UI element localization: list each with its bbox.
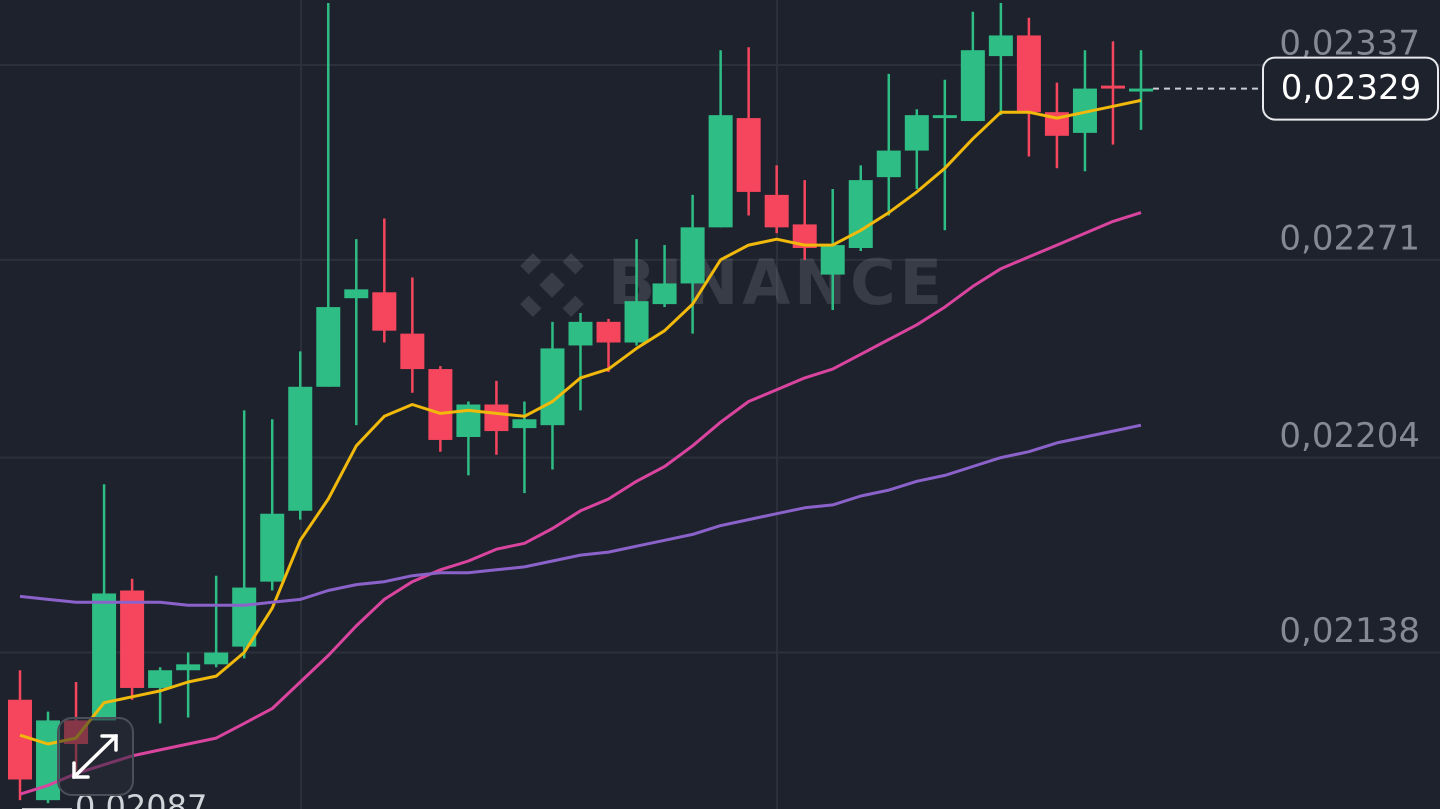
candle-body xyxy=(232,587,257,647)
candle-body xyxy=(92,593,117,721)
candle-body xyxy=(484,404,509,432)
candle-body xyxy=(400,333,425,370)
last-price-label: 0,02329 xyxy=(1281,68,1422,108)
candle-body xyxy=(596,321,621,343)
candle-body xyxy=(904,115,929,151)
candle-body xyxy=(708,115,733,228)
candle-body xyxy=(1100,85,1125,89)
candle-body xyxy=(344,289,369,299)
y-tick-label: 0,02138 xyxy=(1279,611,1420,651)
candle-body xyxy=(120,590,145,688)
candle-body xyxy=(820,245,845,275)
candle-body xyxy=(764,194,789,228)
candle-body xyxy=(176,664,201,671)
candle-body xyxy=(512,419,537,429)
moving-average-line xyxy=(19,211,1142,796)
watermark-text: BINANCE xyxy=(608,246,946,319)
candle-body xyxy=(1129,88,1153,92)
candle-body xyxy=(148,670,173,688)
candle-body xyxy=(960,50,985,122)
y-tick-label: 0,02271 xyxy=(1279,218,1420,258)
candle-body xyxy=(204,652,229,665)
last-price-box xyxy=(1262,56,1439,121)
moving-average-line xyxy=(19,423,1142,607)
candle-body xyxy=(428,369,453,440)
moving-average-line xyxy=(19,98,1142,746)
candle-body xyxy=(652,283,677,305)
y-tick-label: 0,02204 xyxy=(1279,416,1420,456)
candle-body xyxy=(624,301,649,343)
candle-body xyxy=(260,513,285,582)
fullscreen-button[interactable] xyxy=(57,717,134,796)
fullscreen-icon xyxy=(72,734,118,779)
candle-body xyxy=(316,307,341,387)
candle-body xyxy=(736,118,761,192)
candle-body xyxy=(8,699,32,780)
candle-body xyxy=(792,224,817,249)
watermark-logo xyxy=(520,253,584,317)
candle-body xyxy=(540,348,565,426)
candle-body xyxy=(876,150,901,178)
candle-body xyxy=(848,180,873,249)
candle-body xyxy=(988,35,1013,57)
candle-body xyxy=(372,292,397,331)
candle-body xyxy=(680,227,705,284)
candle-body xyxy=(288,386,313,511)
candle-body xyxy=(568,321,593,346)
plot xyxy=(8,2,1153,804)
candle-body xyxy=(932,115,957,119)
candle-body xyxy=(1016,35,1041,113)
